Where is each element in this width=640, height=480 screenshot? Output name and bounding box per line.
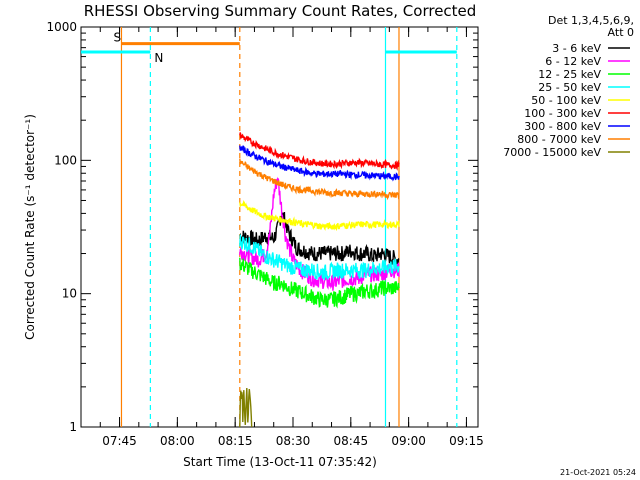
x-tick-label: 08:15: [218, 434, 253, 448]
legend-entry-label: 25 - 50 keV: [538, 81, 601, 94]
series-line: [239, 132, 400, 171]
x-tick-label: 09:15: [449, 434, 484, 448]
status-annotation-label: N: [154, 51, 163, 65]
y-tick-label: 10: [62, 287, 77, 301]
legend-entry-label: 3 - 6 keV: [552, 42, 601, 55]
series-line: [239, 158, 400, 201]
series-line: [239, 257, 400, 309]
x-tick-label: 08:30: [276, 434, 311, 448]
legend-header: Det 1,3,4,5,6,9,: [548, 14, 634, 27]
chart-title: RHESSI Observing Summary Count Rates, Co…: [84, 2, 477, 20]
series-line: [239, 211, 400, 267]
y-axis: 1 10 100 1000: [46, 20, 478, 434]
series-layer: [239, 132, 400, 428]
y-tick-label: 100: [54, 153, 77, 167]
series-line: [239, 144, 400, 182]
x-tick-label: 07:45: [102, 434, 137, 448]
legend-entry-label: 300 - 800 keV: [524, 120, 601, 133]
x-axis: 07:45 08:00 08:15 08:30 08:45 09:00 09:15: [80, 27, 484, 448]
y-axis-label: Corrected Count Rate (s⁻¹ detector⁻¹): [23, 114, 37, 340]
legend-entry-label: 100 - 300 keV: [524, 107, 601, 120]
x-tick-label: 08:00: [160, 434, 195, 448]
x-tick-label: 09:00: [391, 434, 426, 448]
legend-entry-label: 7000 - 15000 keV: [503, 146, 601, 159]
plot-frame: [80, 26, 479, 428]
observing-status-layer: SN: [81, 27, 458, 427]
y-tick-label: 1000: [46, 20, 77, 34]
y-tick-label: 1: [69, 420, 77, 434]
legend-entry-label: 800 - 7000 keV: [517, 133, 601, 146]
series-line: [239, 234, 400, 281]
legend-entry-label: 50 - 100 keV: [531, 94, 601, 107]
series-line: [239, 200, 400, 232]
status-annotation-label: S: [113, 31, 121, 45]
x-axis-label: Start Time (13-Oct-11 07:35:42): [183, 455, 377, 469]
legend-entry-label: 12 - 25 keV: [538, 68, 601, 81]
x-tick-label: 08:45: [334, 434, 369, 448]
legend-entry-label: 6 - 12 keV: [545, 55, 601, 68]
footer-timestamp: 21-Oct-2021 05:24: [560, 468, 636, 477]
legend-header: Att 0: [608, 26, 634, 39]
series-line: [239, 387, 253, 428]
